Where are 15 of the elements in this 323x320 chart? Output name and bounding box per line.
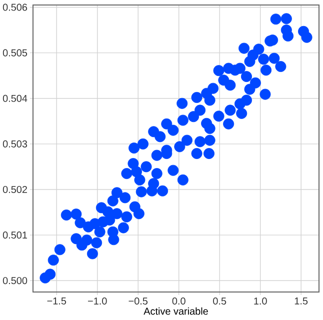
x-tick-label: −1.5: [47, 298, 66, 304]
y-tick-label: 0.505: [2, 49, 28, 56]
x-tick-label: −0.5: [128, 298, 148, 305]
y-tick-label: 0.502: [2, 186, 27, 194]
y-tick-label: 0.501: [2, 232, 27, 239]
y-tick-label: 0.500: [2, 277, 28, 284]
x-tick-label: −1.0: [88, 298, 107, 305]
x-tick-label: 1.0: [254, 298, 267, 305]
x-tick-label: 1.5: [294, 298, 308, 304]
y-tick-label: 0.506: [2, 4, 28, 11]
x-tick-label: 0.5: [213, 298, 226, 305]
y-tick-label: 0.503: [2, 140, 28, 148]
x-tick-label: 0.0: [172, 298, 186, 305]
y-tick-label: 0.504: [2, 94, 28, 102]
x-axis-title: Active variable: [144, 307, 208, 315]
